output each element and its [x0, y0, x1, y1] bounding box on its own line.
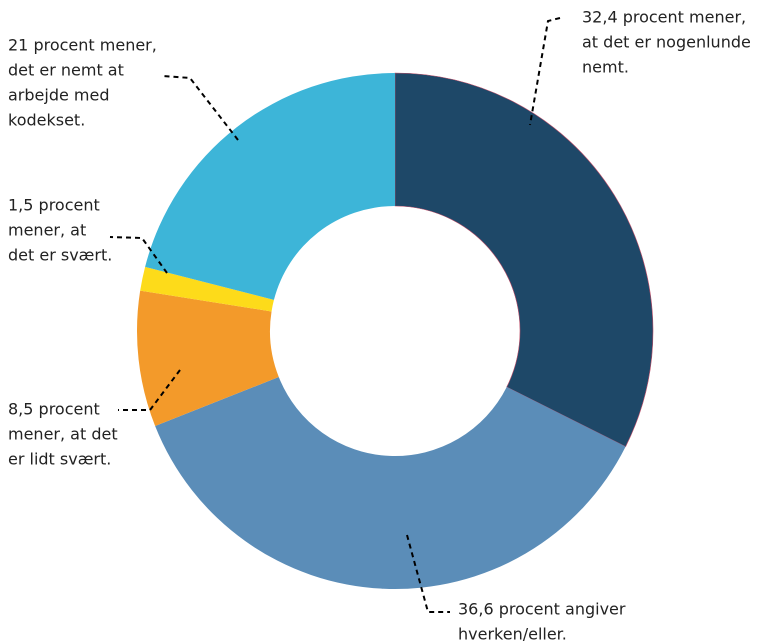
donut-slice — [137, 290, 279, 426]
data-label: mener, at — [8, 221, 86, 240]
leader-line — [109, 236, 168, 274]
leader-line — [529, 17, 561, 126]
leader-line — [406, 534, 450, 613]
leader-line — [162, 75, 239, 141]
leader-line — [118, 369, 181, 411]
donut-slice — [140, 266, 274, 312]
data-label: mener, at det — [8, 425, 118, 444]
data-label: 1,5 procent — [8, 196, 100, 215]
data-label: hverken/eller. — [458, 625, 567, 641]
donut-slice — [394, 72, 654, 448]
data-label: 32,4 procent mener, — [582, 8, 746, 27]
data-label: kodekset. — [8, 111, 85, 130]
data-label: nemt. — [582, 58, 629, 77]
data-label: 8,5 procent — [8, 400, 100, 419]
data-label: 21 procent mener, — [8, 36, 157, 55]
data-label: er lidt svært. — [8, 450, 111, 469]
data-label: at det er nogenlunde — [582, 33, 751, 52]
donut-slice — [155, 377, 626, 590]
donut-slice — [145, 73, 395, 300]
data-label: arbejde med — [8, 86, 110, 105]
data-label: det er svært. — [8, 246, 112, 265]
data-label: 36,6 procent angiver — [458, 600, 626, 619]
data-label: det er nemt at — [8, 61, 124, 80]
